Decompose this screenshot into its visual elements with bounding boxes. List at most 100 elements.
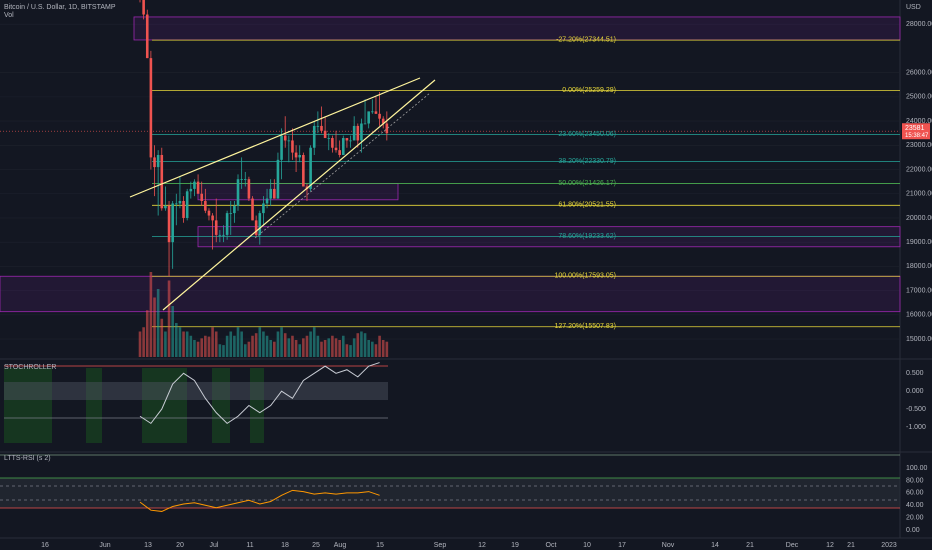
candle-body	[258, 213, 262, 235]
candle-body	[280, 135, 283, 160]
candle-body	[189, 188, 193, 192]
candle-body	[211, 215, 214, 221]
price-tick-label: 24000.00	[906, 118, 932, 125]
volume-bar	[262, 331, 265, 357]
volume-bar	[298, 344, 302, 357]
volume-bar	[175, 323, 178, 357]
volume-bar	[341, 335, 345, 357]
candle-body	[374, 111, 378, 114]
candle-body	[218, 234, 222, 236]
fib-label: 0.00%(25259.29)	[562, 87, 616, 94]
volume-bar	[371, 341, 374, 357]
candle-body	[345, 138, 349, 141]
fib-label: 127.20%(15507.83)	[555, 323, 617, 330]
current-price-tag	[902, 123, 930, 140]
candle-body	[312, 125, 316, 148]
date-label: 13	[144, 542, 152, 549]
candle-body	[149, 58, 153, 158]
date-label: 12	[826, 542, 834, 549]
signal-zone	[250, 368, 264, 443]
fib-label: -27.20%(27344.51)	[556, 36, 616, 43]
candle-body	[214, 220, 218, 235]
volume-bar	[265, 335, 269, 357]
volume-bar	[352, 338, 356, 357]
rsi-band	[0, 478, 900, 508]
volume-bar	[294, 340, 298, 357]
candle-body	[327, 138, 331, 139]
candle-body	[160, 154, 164, 209]
volume-bar	[334, 338, 338, 357]
volume-bar	[312, 327, 316, 357]
candle-body	[265, 198, 269, 204]
candle-body	[142, 0, 145, 15]
volume-bar	[287, 338, 291, 357]
candle-body	[360, 123, 363, 141]
stoch-tick-label: 0.000	[906, 388, 924, 395]
stoch-tick-label: 0.500	[906, 370, 924, 377]
candle-body	[236, 179, 240, 206]
candle-body	[298, 154, 302, 158]
bar-timer: 15:38:47	[905, 133, 929, 139]
volume-bar	[378, 335, 381, 357]
price-tick-label: 28000.00	[906, 21, 932, 28]
candle-body	[222, 234, 225, 236]
candle-body	[240, 179, 243, 181]
fib-label: 61.80%(20521.55)	[558, 202, 616, 209]
neutral-band	[4, 382, 388, 400]
date-label: 15	[376, 542, 384, 549]
volume-bar	[280, 327, 283, 357]
stoch-title: STOCHROLLER	[4, 364, 56, 371]
price-tick-label: 17000.00	[906, 287, 932, 294]
candle-body	[233, 205, 236, 214]
date-label: 19	[511, 542, 519, 549]
volume-bar	[189, 335, 193, 357]
volume-bar	[323, 340, 327, 357]
volume-bar	[138, 331, 142, 357]
volume-bar	[182, 331, 185, 357]
candle-body	[371, 111, 374, 113]
stoch-line	[139, 362, 380, 425]
stoch-tick-label: -1.000	[906, 424, 926, 431]
candle-body	[381, 118, 385, 124]
volume-bar	[222, 345, 225, 357]
date-label: 10	[583, 542, 591, 549]
rsi-line	[139, 489, 380, 512]
price-tick-label: 25000.00	[906, 94, 932, 101]
volume-bar	[305, 335, 309, 357]
volume-bar	[338, 340, 341, 357]
date-label: 20	[176, 542, 184, 549]
price-tick-label: 21000.00	[906, 191, 932, 198]
candle-body	[283, 135, 287, 141]
volume-bar	[251, 335, 254, 357]
volume-bar	[349, 345, 352, 357]
candle-body	[185, 191, 189, 218]
candle-body	[273, 188, 276, 199]
candle-body	[356, 125, 360, 141]
candle-body	[352, 125, 356, 141]
volume-bar	[291, 335, 294, 357]
plot-area	[0, 0, 901, 357]
candle-body	[247, 179, 251, 199]
rsi-tick-label: 80.00	[906, 477, 924, 484]
price-tick-label: 16000.00	[906, 312, 932, 319]
volume-bar	[316, 335, 320, 357]
trend-line	[129, 77, 421, 198]
candle-body	[334, 147, 338, 151]
volume-bar	[363, 333, 367, 357]
candle-body	[341, 138, 345, 155]
signal-zone	[4, 368, 52, 443]
date-label: Nov	[662, 542, 675, 549]
price-tick-label: 20000.00	[906, 215, 932, 222]
rsi-tick-label: 60.00	[906, 490, 924, 497]
candle-body	[196, 181, 200, 194]
candle-body	[331, 138, 334, 148]
volume-bar	[167, 280, 171, 357]
candle-body	[167, 205, 171, 243]
candle-body	[175, 203, 178, 205]
volume-bar	[193, 340, 196, 357]
date-label: 17	[618, 542, 626, 549]
volume-bar	[309, 331, 312, 357]
fib-label: 23.60%(23450.06)	[558, 131, 616, 138]
candle-body	[269, 188, 272, 199]
